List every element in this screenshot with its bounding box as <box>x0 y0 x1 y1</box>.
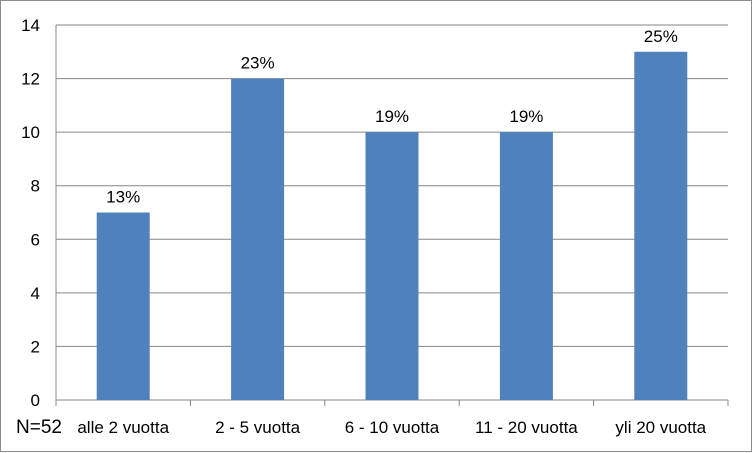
bar <box>634 51 688 401</box>
category-label: 6 - 10 vuotta <box>345 418 440 437</box>
bar <box>499 132 553 400</box>
category-label: 2 - 5 vuotta <box>215 418 301 437</box>
data-label: 23% <box>241 54 275 73</box>
bar <box>365 132 419 400</box>
y-tick-label: 6 <box>31 230 40 249</box>
y-tick-label: 14 <box>21 16 40 35</box>
data-label: 19% <box>509 107 543 126</box>
x-axis-categories: alle 2 vuotta 2 - 5 vuotta 6 - 10 vuotta 11… <box>77 418 706 437</box>
category-label: yli 20 vuotta <box>615 418 706 437</box>
data-labels: 13% 23% 19% 19% 25% <box>106 27 678 207</box>
y-tick-label: 12 <box>21 70 40 89</box>
data-label: 19% <box>375 107 409 126</box>
category-label: alle 2 vuotta <box>77 418 169 437</box>
bar <box>231 78 285 401</box>
bar <box>96 212 150 400</box>
sample-size-note: N=52 <box>16 417 62 438</box>
y-tick-label: 10 <box>21 123 40 142</box>
bars <box>96 51 688 401</box>
data-label: 25% <box>644 27 678 46</box>
y-tick-label: 2 <box>31 337 40 356</box>
y-tick-label: 0 <box>31 391 40 410</box>
y-axis-ticks: 0 2 4 6 8 10 12 14 <box>21 16 40 410</box>
y-tick-label: 4 <box>31 284 40 303</box>
data-label: 13% <box>106 188 140 207</box>
y-tick-label: 8 <box>31 177 40 196</box>
category-label: 11 - 20 vuotta <box>475 418 578 437</box>
